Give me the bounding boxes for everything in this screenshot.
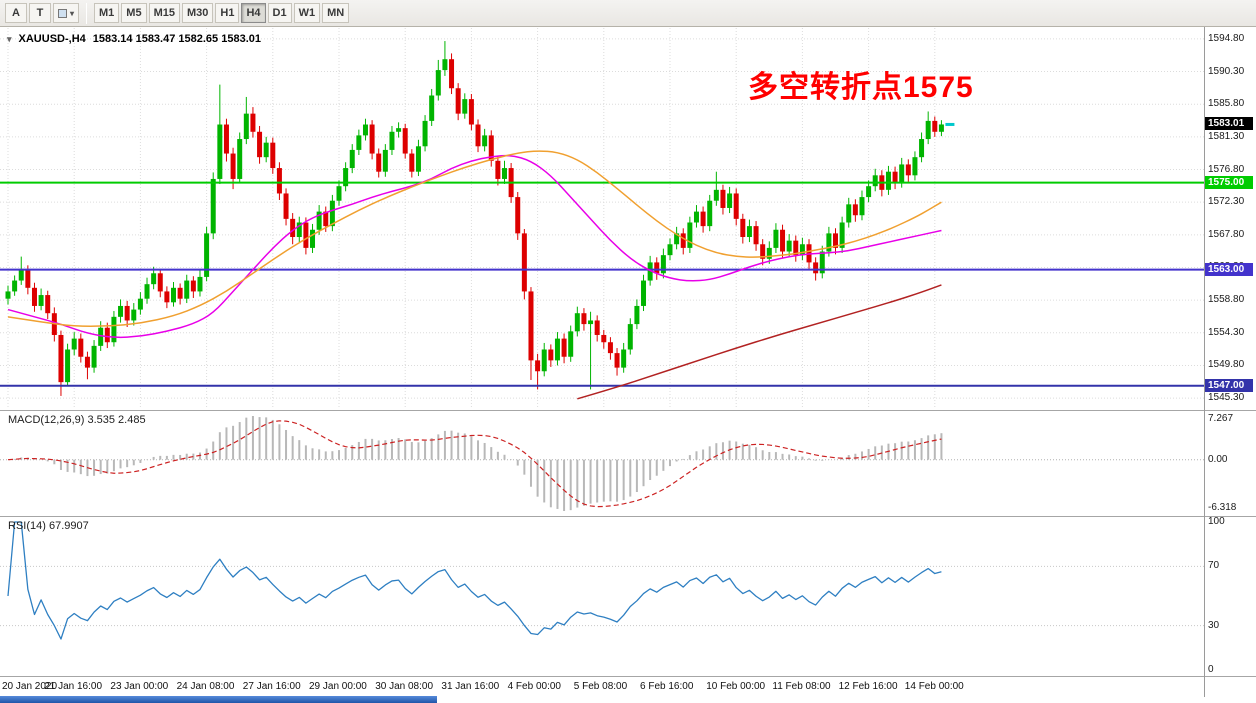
time-axis-separator: [0, 676, 1256, 677]
macd-zero-label: 0.00: [1208, 453, 1228, 465]
time-axis-label: 23 Jan 00:00: [110, 681, 169, 692]
rsi-label: RSI(14) 67.9907: [8, 520, 89, 532]
tool-t-button[interactable]: T: [29, 3, 51, 23]
time-axis-label: 4 Feb 00:00: [507, 681, 561, 692]
time-axis-label: 30 Jan 08:00: [375, 681, 434, 692]
tool-a-button[interactable]: A: [5, 3, 27, 23]
timeframe-m30-button[interactable]: M30: [181, 3, 214, 23]
timeframe-m15-button[interactable]: M15: [148, 3, 180, 23]
chart-symbol-label: XAUUSD-,H4: [18, 33, 86, 45]
price-level-badge[interactable]: 1575.00: [1205, 175, 1253, 189]
time-axis-label: 27 Jan 16:00: [242, 681, 301, 692]
current-price-marker: [945, 122, 955, 126]
rsi-level-label: 0: [1208, 664, 1214, 675]
background-window-strip: [0, 696, 437, 703]
price-tick-label: 1567.80: [1208, 228, 1245, 240]
price-tick-label: 1549.80: [1208, 359, 1245, 371]
rsi-level-label: 100: [1208, 516, 1225, 527]
panel-separator-macd[interactable]: [0, 410, 1256, 411]
timeframe-h1-button[interactable]: H1: [215, 3, 240, 23]
timeframe-m1-button[interactable]: M1: [94, 3, 120, 23]
price-tick-label: 1545.30: [1208, 392, 1245, 404]
time-axis-label: 5 Feb 08:00: [573, 681, 628, 692]
panel-separator-rsi[interactable]: [0, 516, 1256, 517]
ma-orange-layer: [7, 150, 942, 328]
macd-layer: [0, 416, 1204, 511]
horizontal-levels-layer: [0, 181, 1204, 387]
price-tick-label: 1585.80: [1208, 98, 1245, 110]
chart-header: ▾ XAUUSD-,H4 1583.14 1583.47 1582.65 158…: [7, 33, 261, 45]
shapes-icon: [58, 8, 67, 18]
timeframe-w1-button[interactable]: W1: [293, 3, 321, 23]
macd-min-label: -6.318: [1208, 502, 1237, 513]
price-tick-label: 1594.80: [1208, 32, 1245, 44]
time-axis-label: 24 Jan 08:00: [176, 681, 235, 692]
time-axis-label: 21 Jan 16:00: [44, 681, 103, 692]
timeframe-mn-button[interactable]: MN: [322, 3, 350, 23]
time-axis-label: 12 Feb 16:00: [838, 681, 898, 692]
rsi-level-label: 70: [1208, 560, 1220, 572]
chevron-down-icon: ▾: [70, 8, 75, 18]
price-axis-border: [1204, 27, 1205, 697]
price-level-badge[interactable]: 1563.00: [1205, 262, 1253, 276]
ma-darkred-layer: [577, 284, 942, 400]
chart-menu-icon[interactable]: ▾: [7, 33, 12, 44]
annotation-text: 多空转折点1575: [748, 71, 974, 104]
toolbar-separator: [86, 2, 88, 24]
timeframe-h4-button[interactable]: H4: [241, 3, 266, 23]
time-axis-label: 20 Jan 2020: [2, 681, 58, 692]
time-axis-label: 11 Feb 08:00: [772, 681, 831, 692]
price-tick-label: 1572.30: [1208, 196, 1245, 208]
rsi-layer: [0, 521, 1204, 640]
time-axis-label: 10 Feb 00:00: [706, 681, 766, 692]
price-level-badge[interactable]: 1547.00: [1205, 378, 1253, 392]
tools-dropdown-button[interactable]: ▾: [53, 3, 80, 23]
time-axis-label: 6 Feb 16:00: [640, 681, 694, 692]
timeframe-d1-button[interactable]: D1: [267, 3, 292, 23]
macd-max-label: 7.267: [1208, 413, 1234, 424]
current-price-badge: 1583.01: [1205, 117, 1253, 131]
grid-layer: [0, 28, 1204, 409]
timeframe-m5-button[interactable]: M5: [121, 3, 147, 23]
timeframe-group: M1 M5 M15 M30 H1 H4 D1 W1 MN: [93, 3, 350, 23]
chart-ohlc-values: 1583.14 1583.47 1582.65 1583.01: [92, 33, 261, 45]
price-tick-label: 1576.80: [1208, 163, 1245, 175]
time-axis-label: 14 Feb 00:00: [904, 681, 964, 692]
macd-label: MACD(12,26,9) 3.535 2.485: [8, 414, 146, 426]
price-tick-label: 1558.80: [1208, 294, 1245, 306]
price-tick-label: 1554.30: [1208, 326, 1245, 338]
price-tick-label: 1590.30: [1208, 65, 1245, 77]
toolbar: A T ▾ M1 M5 M15 M30 H1 H4 D1 W1 MN: [0, 0, 1256, 27]
rsi-level-label: 30: [1208, 619, 1220, 631]
time-axis-label: 31 Jan 16:00: [441, 681, 500, 692]
candlesticks-layer: [5, 41, 944, 396]
ma-magenta-layer: [7, 154, 942, 339]
price-tick-label: 1581.30: [1208, 130, 1245, 142]
time-axis-label: 29 Jan 00:00: [309, 681, 367, 692]
